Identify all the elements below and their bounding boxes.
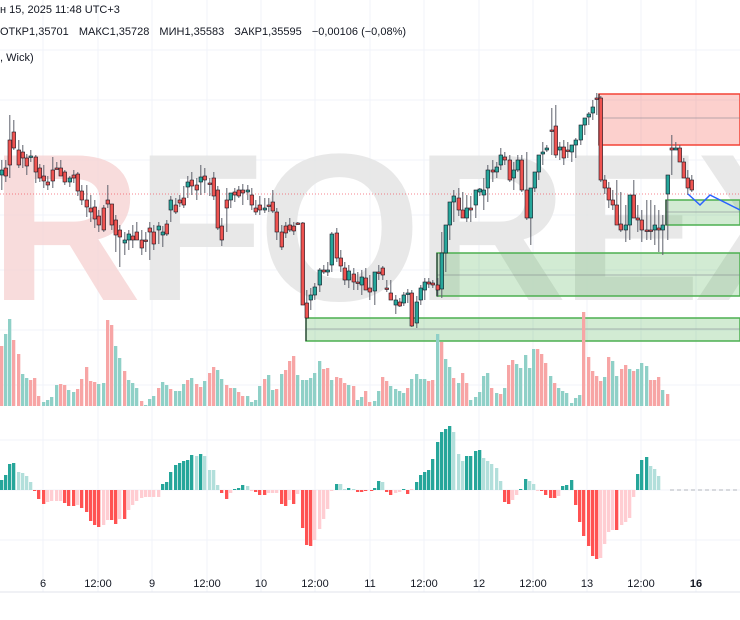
- legend-close-value: 1,35595: [262, 26, 302, 38]
- legend-close-label: ЗАКР: [234, 26, 262, 38]
- time-axis-tick-7: 12:00: [410, 578, 438, 590]
- time-axis-tick-8: 12: [472, 578, 486, 590]
- legend-date: н 15, 2025 11:48 UTC+3: [0, 4, 120, 16]
- time-axis-tick-2: 9: [148, 578, 156, 590]
- momentum-histogram: [0, 426, 740, 559]
- volume-bars: [0, 312, 670, 406]
- time-axis-tick-0: 6: [39, 578, 47, 590]
- time-axis-tick-9: 12:00: [519, 578, 547, 590]
- legend-open-value: 1,35701: [29, 26, 69, 38]
- time-axis-tick-3: 12:00: [193, 578, 221, 590]
- legend-ohlc: ОТКР1,35701 МАКС1,35728 МИН1,35583 ЗАКР1…: [0, 26, 406, 38]
- time-axis-tick-12: 16: [689, 578, 703, 590]
- legend-change: −0,00106 (−0,08%): [311, 26, 407, 38]
- time-axis-tick-1: 12:00: [84, 578, 112, 590]
- legend-open-label: ОТКР: [0, 26, 30, 38]
- legend-high-value: 1,35728: [109, 26, 150, 38]
- time-axis-tick-11: 12:00: [627, 578, 655, 590]
- supply-demand-zones[interactable]: [305, 93, 740, 342]
- projection-line[interactable]: [687, 193, 740, 211]
- time-axis-tick-4: 10: [254, 578, 268, 590]
- legend-low-value: 1,35583: [184, 26, 225, 38]
- time-axis-tick-5: 12:00: [301, 578, 329, 590]
- study-label: , Wick): [0, 52, 34, 64]
- time-axis-tick-10: 13: [580, 578, 594, 590]
- candlesticks: [0, 93, 694, 328]
- supply-zone-0[interactable]: [598, 93, 740, 146]
- legend-date-text: н 15, 2025 11:48 UTC+3: [0, 4, 120, 16]
- time-axis[interactable]: 6 12:00 9 12:00 10 12:00 11 12:00 12 12:00 13 12:00…: [0, 560, 740, 592]
- time-axis-tick-6: 11: [364, 578, 376, 590]
- legend-low-label: МИН: [159, 26, 185, 38]
- legend-high-label: МАКС: [78, 26, 110, 38]
- legend-study[interactable]: , Wick): [0, 52, 34, 64]
